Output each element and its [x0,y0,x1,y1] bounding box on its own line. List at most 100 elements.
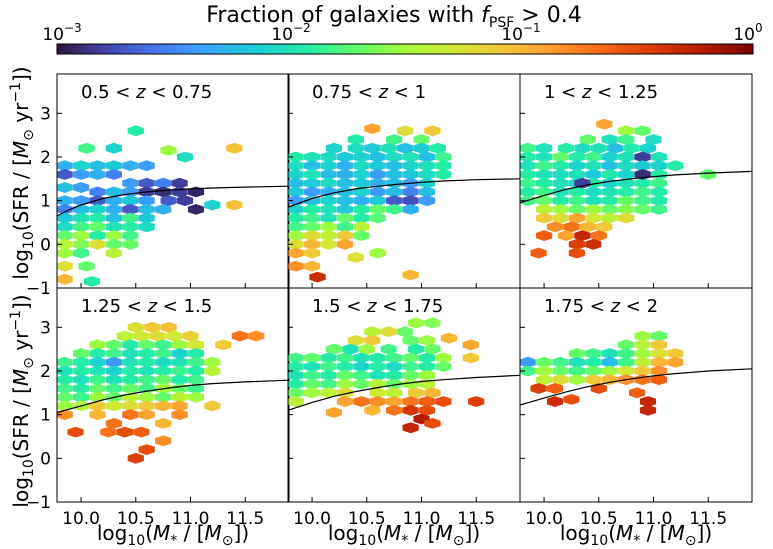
hex-bin [226,199,243,211]
hex-bin [353,369,370,381]
hex-bin [585,169,602,180]
hex-bin [325,142,343,154]
hex-bin [552,204,569,215]
hex-bin [171,391,188,403]
hex-bin [304,160,321,172]
hex-bin [418,335,436,346]
hex-bin [73,230,90,241]
hex-bin [155,418,172,429]
hex-bin [386,369,403,381]
hex-bin [288,169,304,180]
hex-bin [386,361,403,372]
hex-bin [353,151,370,163]
hex-bin [288,387,304,399]
hex-bin [386,195,403,207]
hex-bin [601,204,618,215]
hex-bin [73,383,90,394]
hex-bin [288,204,304,215]
hex-bin [122,221,139,233]
hex-bin [536,195,553,207]
hex-bin [623,142,640,154]
hex-bin [563,394,580,405]
hex-bin [557,230,575,241]
hex-bin [386,169,403,180]
hex-bin [57,391,73,403]
hex-bin [590,230,607,241]
y-tick-label: 0 [40,449,51,469]
hex-bin [650,374,668,386]
hex-bin [89,383,106,394]
hex-bin [579,221,596,233]
hex-bin [138,356,155,368]
hex-bin [601,160,618,172]
hex-bin [127,321,144,333]
hex-bin [105,169,122,180]
x-tick-label: 10.0 [293,509,331,529]
hex-bin [248,330,265,342]
hex-bin [304,387,321,399]
x-tick-label: 11.5 [226,509,264,529]
hex-bin [418,404,436,416]
hex-bin [402,169,419,180]
hex-bin [585,356,602,368]
hex-bin [288,238,304,250]
hex-bin [138,383,155,394]
hex-bin [138,365,155,377]
x-tick-label: 11.0 [403,509,441,529]
hex-bin [407,343,425,355]
hex-bin [435,160,452,172]
hex-bin [304,212,321,224]
hex-bin [57,204,73,215]
hex-bin [144,321,161,333]
x-tick-label: 10.5 [117,509,155,529]
hex-bin [568,365,585,377]
hex-bin [546,383,564,394]
hex-bin [320,204,337,215]
hex-bin [607,142,624,154]
hex-bin [57,260,73,272]
hex-bin [122,177,139,189]
hex-bin [568,212,585,224]
hex-bin [413,142,430,154]
hex-bin [667,160,684,172]
hex-bin [386,387,403,399]
hex-bin [347,335,364,346]
hex-bin [83,276,101,287]
hex-bin [435,352,452,364]
hex-bin [418,186,436,198]
hex-bin [618,195,635,207]
hex-bin [73,247,90,259]
hex-bin [568,348,585,359]
hex-bin [187,356,205,368]
hex-bin [325,407,343,418]
hex-bin [364,123,381,134]
hex-bin [122,230,139,241]
hex-bin [171,409,188,421]
hex-bin [138,204,155,215]
hex-bin [138,391,155,403]
hex-bin [402,204,419,215]
hex-bin [57,383,73,394]
hex-bin [155,400,172,412]
hex-bin [650,177,668,189]
hex-bin [320,238,337,250]
hex-bin [105,365,122,377]
colorbar-tick-label: 10−3 [42,21,81,45]
hex-bin [618,151,635,163]
hex-bin [552,195,569,207]
hex-bin [601,374,618,386]
hex-bin [418,352,436,364]
hex-bin [89,348,106,359]
hex-bin [650,356,668,368]
y-axis-label: log10(SFR / [M⊙ yr−1]) [8,294,37,507]
hex-bin [155,186,172,198]
hex-bin [187,339,205,351]
hex-bin [288,151,304,163]
hex-bin [155,435,172,447]
hex-bin [138,400,155,412]
sfms-relation-line [288,178,520,208]
hex-bin [89,169,106,180]
hex-bin [639,142,657,154]
hex-bin [424,317,441,329]
hex-bin [122,212,139,224]
